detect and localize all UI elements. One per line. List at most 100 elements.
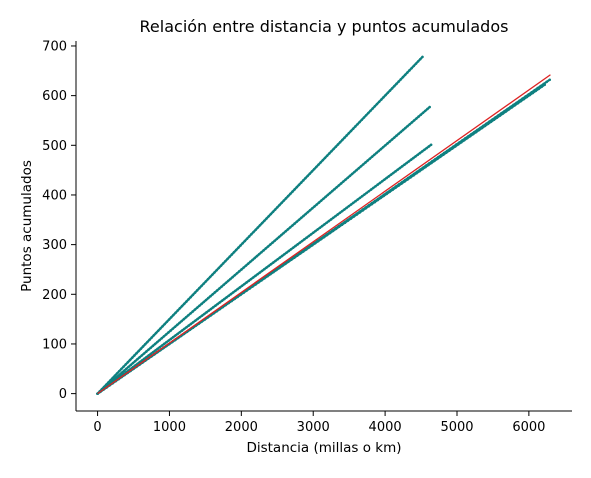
data-point [377, 100, 381, 104]
data-point [200, 314, 204, 317]
chart-title: Relación entre distancia y puntos acumul… [140, 17, 509, 36]
data-point [250, 232, 253, 236]
data-point [287, 260, 290, 264]
data-point [254, 274, 257, 278]
data-point [298, 241, 302, 244]
data-point [226, 279, 230, 283]
data-point [149, 346, 152, 350]
data-point [120, 371, 124, 374]
data-point [243, 239, 247, 243]
data-point [173, 325, 177, 329]
data-point [331, 229, 335, 233]
data-point [138, 356, 141, 359]
data-point [381, 145, 385, 149]
data-point [328, 191, 332, 195]
data-point [215, 289, 219, 292]
data-point [182, 327, 186, 331]
data-point [368, 157, 372, 160]
data-point [198, 316, 202, 319]
data-point [346, 219, 350, 222]
data-point [423, 148, 426, 152]
data-point [182, 317, 186, 321]
data-point [448, 149, 451, 152]
data-point [326, 193, 330, 197]
data-point [337, 225, 341, 229]
data-point [280, 233, 283, 237]
data-point [384, 143, 387, 147]
data-point [232, 250, 236, 254]
data-point [410, 66, 413, 70]
data-point [222, 283, 226, 287]
data-point [266, 245, 270, 248]
data-point [390, 138, 394, 141]
data-point [211, 273, 214, 276]
data-point [234, 248, 238, 252]
data-point [548, 78, 552, 82]
data-point [189, 312, 192, 315]
data-point [459, 141, 463, 144]
data-point [230, 253, 234, 256]
data-point [158, 338, 161, 342]
data-point [361, 209, 365, 212]
data-point [156, 340, 159, 344]
data-point [282, 199, 286, 202]
data-point [297, 183, 301, 187]
data-point [334, 227, 338, 231]
data-point [284, 262, 287, 266]
data-point [306, 174, 309, 178]
data-point [317, 163, 320, 166]
data-point [387, 175, 391, 178]
data-point [286, 228, 290, 231]
data-point [139, 347, 143, 351]
data-point [397, 80, 400, 83]
data-point [160, 336, 164, 340]
data-point [307, 246, 311, 249]
data-point [333, 187, 336, 191]
data-point [241, 241, 244, 245]
data-point [180, 329, 184, 332]
data-point [388, 140, 392, 143]
data-point [185, 325, 188, 329]
x-tick-label: 0 [93, 420, 101, 435]
data-point [414, 62, 418, 65]
data-point [341, 138, 344, 142]
data-point [417, 115, 420, 118]
data-point [358, 211, 362, 214]
data-point [315, 203, 319, 206]
data-point [237, 246, 240, 249]
data-point [394, 170, 397, 173]
data-point [213, 291, 217, 294]
data-point [382, 194, 386, 198]
data-point [215, 268, 218, 272]
data-point [418, 169, 421, 173]
data-point [351, 127, 355, 131]
data-point [206, 296, 210, 300]
data-point [324, 195, 327, 199]
data-point [319, 161, 322, 164]
data-point [281, 264, 284, 268]
data-point [195, 289, 199, 292]
data-point [322, 197, 325, 201]
data-point [146, 340, 149, 344]
data-point [537, 87, 541, 91]
data-point [399, 130, 403, 134]
data-point [364, 161, 367, 164]
data-point [377, 149, 381, 153]
data-point [336, 143, 340, 146]
data-point [336, 213, 340, 216]
data-point [169, 315, 173, 319]
data-point [357, 166, 361, 170]
data-point [492, 118, 496, 122]
series-3 [96, 143, 433, 395]
data-point [171, 327, 175, 330]
data-point [265, 217, 268, 220]
data-point [169, 337, 173, 341]
data-point [302, 179, 305, 182]
data-point [355, 213, 359, 216]
data-point [147, 354, 151, 357]
data-point [370, 155, 374, 159]
data-point [258, 271, 262, 274]
data-point [156, 329, 160, 333]
data-point [293, 222, 296, 225]
data-point [516, 101, 520, 105]
